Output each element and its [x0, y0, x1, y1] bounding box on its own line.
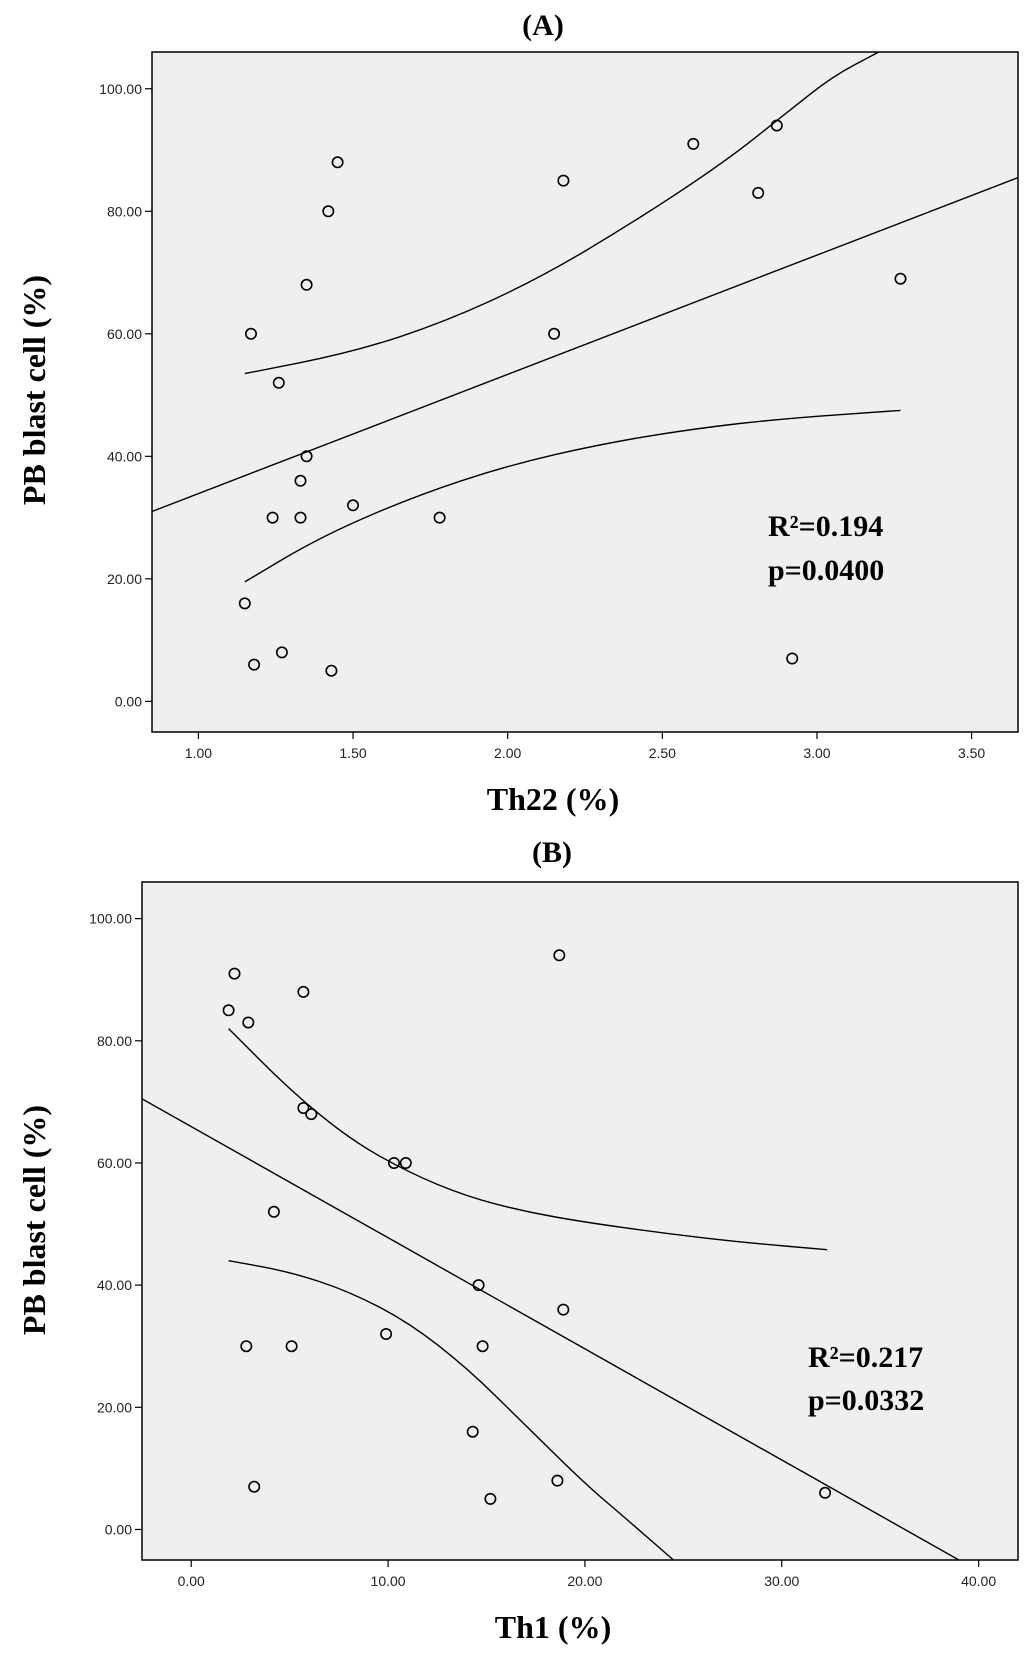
panel-b-data-point [305, 1108, 318, 1121]
panel-a-label: (A) [522, 9, 564, 42]
panel-b-data-point [228, 967, 241, 980]
panel-a-r2-label: R²=0.194 [768, 510, 883, 543]
panel-b-x-tick-label: 20.00 [567, 1573, 602, 1589]
panel-b-y-ticks: 0.00 20.00 40.00 60.00 80.00 100.00 [89, 911, 142, 1537]
panel-a-x-tick-label: 3.50 [958, 745, 985, 761]
panel-b-fit-lines [142, 1028, 960, 1560]
panel-b-data-point [242, 1016, 255, 1029]
panel-a-data-point [266, 511, 279, 524]
panel-b-data-point [466, 1425, 479, 1438]
panel-b-y-tick-label: 100.00 [89, 911, 132, 927]
panel-a-y-tick-label: 0.00 [115, 693, 142, 709]
panel-b-x-tick-label: 30.00 [764, 1573, 799, 1589]
panel-a-x-ticks: 1.00 1.50 2.00 2.50 3.00 3.50 [185, 732, 985, 761]
panel-b-label: (B) [532, 836, 572, 869]
panel-b-r2-label: R²=0.217 [808, 1341, 923, 1374]
panel-a-data-point [548, 327, 561, 340]
panel-a-y-tick-label: 100.00 [99, 81, 142, 97]
panel-a-data-point [294, 474, 307, 487]
panel-b-y-tick-label: 80.00 [97, 1033, 132, 1049]
panel-b-data-point [248, 1480, 261, 1493]
panel-b-y-axis-title: PB blast cell (%) [16, 1105, 52, 1335]
panel-a-data-point [894, 272, 907, 285]
panel-a-ci-lower-curve [244, 409, 901, 583]
panel-a-data-point [300, 450, 313, 463]
panel-a-data-point [272, 376, 285, 389]
panel-b-x-axis-title: Th1 (%) [495, 1609, 611, 1645]
panel-b: (B) 0.00 20.00 40.00 60.00 80.00 100.00 0.00 1… [16, 836, 1019, 1645]
panel-a-y-ticks: 0.00 20.00 40.00 60.00 80.00 100.00 [99, 81, 152, 709]
panel-a-plot-area [151, 51, 1019, 733]
panel-a-y-axis-title: PB blast cell (%) [16, 275, 52, 505]
panel-a-fit-lines [152, 52, 1018, 583]
panel-a-regression-line [152, 176, 1018, 513]
panel-b-data-point [240, 1340, 253, 1353]
panel-b-data-point [472, 1279, 485, 1292]
panel-b-data-point [476, 1340, 489, 1353]
panel-b-x-tick-label: 40.00 [961, 1573, 996, 1589]
panel-a-y-tick-label: 20.00 [107, 571, 142, 587]
panel-a-data-point [770, 119, 783, 132]
panel-a-x-tick-label: 3.00 [803, 745, 830, 761]
panel-b-x-tick-label: 0.00 [178, 1573, 205, 1589]
panel-a-data-point [245, 327, 258, 340]
panel-b-data-point [222, 1004, 235, 1017]
panel-b-data-point [484, 1492, 497, 1505]
panel-a-data-point [238, 597, 251, 610]
panel-a-x-tick-label: 1.00 [185, 745, 212, 761]
panel-a-data-point [433, 511, 446, 524]
panel-a-x-axis-title: Th22 (%) [487, 781, 619, 817]
panel-a-data-point [687, 137, 700, 150]
panel-a-data-point [557, 174, 570, 187]
panel-b-data-point [399, 1157, 412, 1170]
panel-a-y-tick-label: 60.00 [107, 326, 142, 342]
panel-b-data-point [267, 1205, 280, 1218]
panel-b-x-tick-label: 10.00 [371, 1573, 406, 1589]
panel-b-ci-lower-curve [228, 1260, 674, 1560]
panel-b-data-point [387, 1157, 400, 1170]
panel-a-data-point [786, 652, 799, 665]
panel-a-data-point [346, 499, 359, 512]
panel-a-y-tick-label: 40.00 [107, 448, 142, 464]
panel-b-y-tick-label: 0.00 [105, 1521, 132, 1537]
panel-b-data-point [297, 1102, 310, 1115]
panel-b-data-point [819, 1486, 832, 1499]
panel-a-x-tick-label: 1.50 [339, 745, 366, 761]
panel-a-x-tick-label: 2.00 [494, 745, 521, 761]
panel-b-y-tick-label: 20.00 [97, 1399, 132, 1415]
panel-b-data-point [380, 1328, 393, 1341]
panel-a-ci-upper-curve [244, 52, 880, 375]
panel-b-ci-upper-curve [228, 1028, 828, 1251]
panel-a-y-tick-label: 80.00 [107, 203, 142, 219]
panel-b-points [222, 949, 832, 1505]
panel-a-data-point [248, 658, 261, 671]
panel-b-data-point [297, 985, 310, 998]
panel-a-data-point [294, 511, 307, 524]
panel-a-data-point [275, 646, 288, 659]
panel-a-data-point [322, 205, 335, 218]
panel-a-data-point [325, 664, 338, 677]
panel-a-data-point [300, 278, 313, 291]
panel-b-x-ticks: 0.00 10.00 20.00 30.00 40.00 [178, 1560, 996, 1589]
panel-b-data-point [557, 1303, 570, 1316]
panel-a-data-point [752, 186, 765, 199]
panel-b-p-label: p=0.0332 [808, 1384, 924, 1417]
panel-b-regression-line [142, 1098, 960, 1560]
panel-a-x-tick-label: 2.50 [649, 745, 676, 761]
panel-b-y-tick-label: 40.00 [97, 1277, 132, 1293]
panel-b-data-point [551, 1474, 564, 1487]
panel-a-p-label: p=0.0400 [768, 554, 884, 587]
panel-b-data-point [285, 1340, 298, 1353]
panel-a-points [238, 119, 907, 677]
panel-a-data-point [331, 156, 344, 169]
panel-b-y-tick-label: 60.00 [97, 1155, 132, 1171]
panel-b-data-point [553, 949, 566, 962]
